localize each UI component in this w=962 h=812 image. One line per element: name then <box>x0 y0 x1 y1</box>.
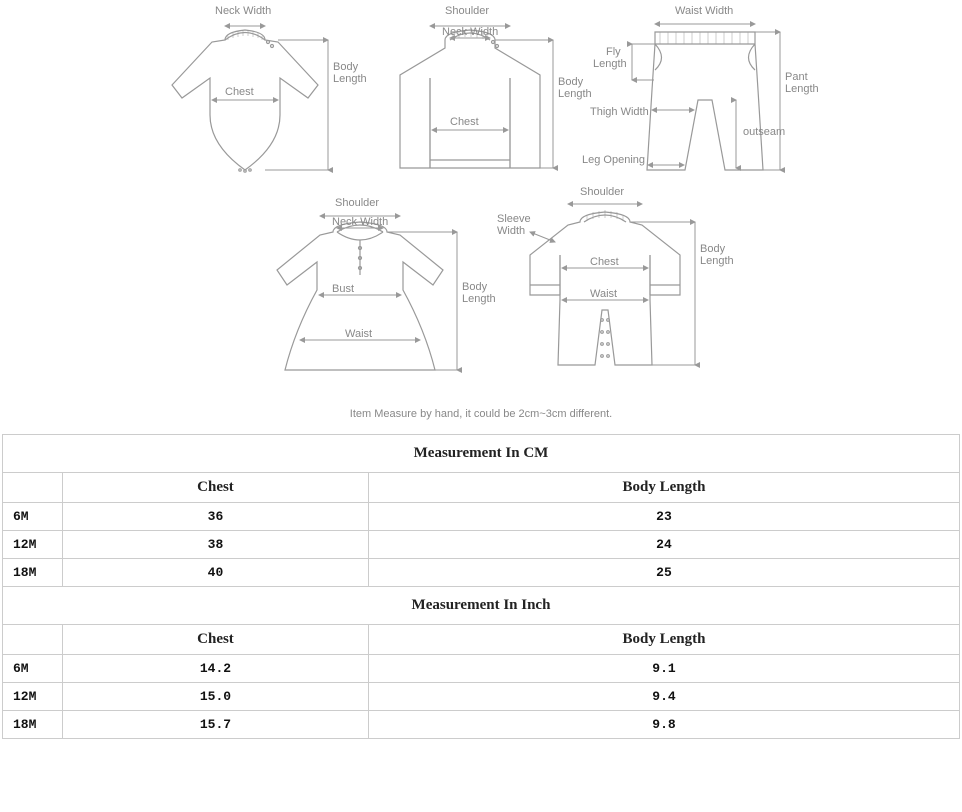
legopen-label: Leg Opening <box>582 154 645 166</box>
in-r2-chest: 15.7 <box>63 711 369 739</box>
garment-diagrams-svg: Neck Width Chest BodyLength <box>0 0 962 400</box>
pants-diagram <box>632 24 780 170</box>
in-r2-bl: 9.8 <box>368 711 959 739</box>
outseam-label: outseam <box>743 126 785 138</box>
shoulder3-label: Shoulder <box>335 197 379 209</box>
cm-col1: Chest <box>63 473 369 503</box>
chest4-label: Chest <box>590 256 619 268</box>
waistwidth-label: Waist Width <box>675 5 733 17</box>
neckwidth-label: Neck Width <box>215 5 271 17</box>
flylen-label: FlyLength <box>593 46 627 70</box>
in-r0-bl: 9.1 <box>368 655 959 683</box>
in-r0-size: 6M <box>3 655 63 683</box>
cm-r0-size: 6M <box>3 503 63 531</box>
table-row: 6M 36 23 <box>3 503 960 531</box>
cm-r1-bl: 24 <box>368 531 959 559</box>
inch-title: Measurement In Inch <box>3 587 960 625</box>
cm-col2: Body Length <box>368 473 959 503</box>
size-tables: Measurement In CM Chest Body Length 6M 3… <box>2 434 960 739</box>
romper-diagram <box>530 204 695 365</box>
waist4-label: Waist <box>590 288 617 300</box>
cm-r2-bl: 25 <box>368 559 959 587</box>
cm-r2-size: 18M <box>3 559 63 587</box>
dress-diagram <box>277 216 457 370</box>
table-row: 6M 14.2 9.1 <box>3 655 960 683</box>
cm-table: Measurement In CM Chest Body Length 6M 3… <box>2 434 960 739</box>
in-col0 <box>3 625 63 655</box>
bodylen4-label: BodyLength <box>700 243 734 267</box>
in-col2: Body Length <box>368 625 959 655</box>
bodylen2-label: BodyLength <box>558 76 592 100</box>
shoulder4-label: Shoulder <box>580 186 624 198</box>
cm-r1-chest: 38 <box>63 531 369 559</box>
diagram-area: Neck Width Chest BodyLength <box>0 0 962 400</box>
chest-label: Chest <box>225 86 254 98</box>
in-r1-bl: 9.4 <box>368 683 959 711</box>
in-r2-size: 18M <box>3 711 63 739</box>
sweater-diagram <box>400 26 553 168</box>
pantlen-label: PantLength <box>785 71 819 95</box>
table-row: 18M 40 25 <box>3 559 960 587</box>
measurement-note: Item Measure by hand, it could be 2cm~3c… <box>0 408 962 420</box>
cm-r2-chest: 40 <box>63 559 369 587</box>
in-r1-chest: 15.0 <box>63 683 369 711</box>
in-col1: Chest <box>63 625 369 655</box>
cm-r0-chest: 36 <box>63 503 369 531</box>
in-r1-size: 12M <box>3 683 63 711</box>
cm-r1-size: 12M <box>3 531 63 559</box>
table-row: 12M 38 24 <box>3 531 960 559</box>
sleevewidth-label: SleeveWidth <box>497 213 531 237</box>
table-row: 18M 15.7 9.8 <box>3 711 960 739</box>
table-row: 12M 15.0 9.4 <box>3 683 960 711</box>
cm-col0 <box>3 473 63 503</box>
cm-title: Measurement In CM <box>3 435 960 473</box>
waist-label: Waist <box>345 328 372 340</box>
chest2-label: Chest <box>450 116 479 128</box>
in-r0-chest: 14.2 <box>63 655 369 683</box>
bodylen3-label: BodyLength <box>462 281 496 305</box>
cm-r0-bl: 23 <box>368 503 959 531</box>
thigh-label: Thigh Width <box>590 106 649 118</box>
neckwidth2-label: Neck Width <box>442 26 498 38</box>
bust-label: Bust <box>332 283 354 295</box>
neckwidth3-label: Neck Width <box>332 216 388 228</box>
bodysuit-diagram <box>172 26 328 172</box>
bodylen-label: BodyLength <box>333 61 367 85</box>
shoulder-label: Shoulder <box>445 5 489 17</box>
